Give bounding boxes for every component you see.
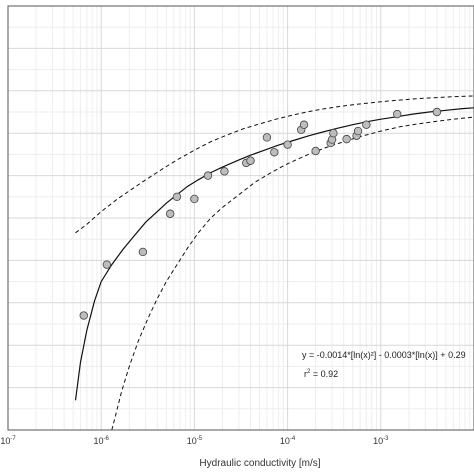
data-point: [362, 120, 371, 129]
fit-equation: y = -0.0014*[ln(x)²] - 0.0003*[ln(x)] + …: [302, 350, 466, 360]
x-tick-label: 10-3: [373, 436, 389, 446]
data-point: [393, 109, 402, 119]
x-axis-label: Hydraulic conductivity [m/s]: [199, 458, 320, 469]
curves: [74, 95, 474, 431]
x-tick-label: 10-7: [0, 436, 16, 446]
data-point: [166, 209, 175, 218]
data-points: [79, 107, 442, 320]
data-point: [329, 128, 338, 138]
data-point: [102, 260, 112, 269]
data-point: [353, 126, 363, 136]
data-point: [79, 311, 88, 320]
data-point: [262, 133, 272, 142]
data-point: [203, 171, 213, 180]
data-point: [138, 247, 148, 257]
plot-frame: [7, 5, 474, 431]
fit-line: [74, 107, 474, 401]
upper-bound-line: [75, 95, 474, 234]
data-point: [283, 140, 292, 149]
data-point: [432, 107, 442, 117]
data-point: [220, 167, 229, 176]
x-tick-labels: 10-7 10-6 10-5 10-4 10-3: [0, 436, 389, 446]
data-point: [270, 148, 279, 157]
x-tick-label: 10-4: [280, 436, 296, 446]
x-tick-label: 10-6: [94, 436, 110, 446]
data-point: [342, 134, 351, 144]
data-point: [299, 120, 309, 129]
data-point: [311, 146, 320, 156]
r-squared: r2 = 0.92: [304, 369, 338, 379]
data-point: [172, 192, 182, 201]
lower-bound-line: [111, 116, 474, 431]
x-tick-label: 10-5: [187, 436, 203, 446]
data-point: [190, 194, 199, 204]
data-point: [246, 156, 255, 165]
